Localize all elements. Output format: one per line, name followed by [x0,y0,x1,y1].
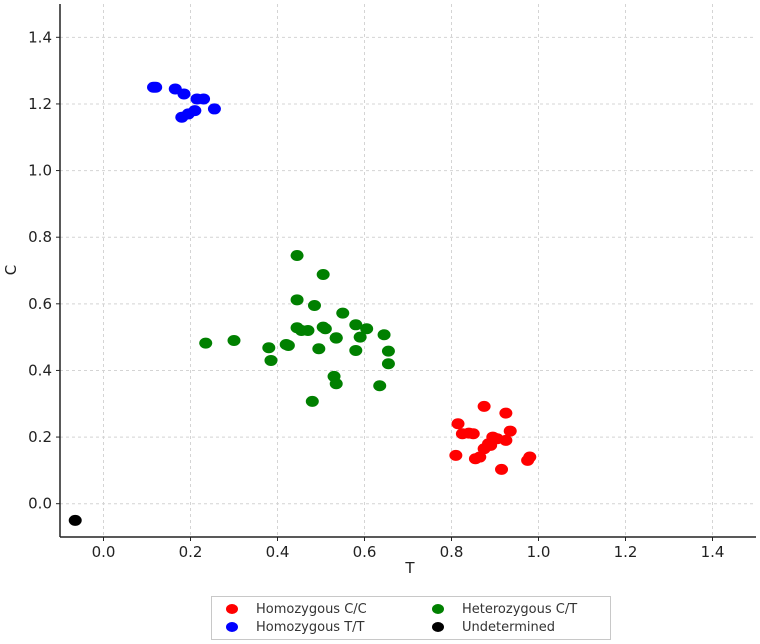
data-point-heterozygous-c-t [264,354,278,366]
legend-marker-icon [226,622,238,632]
tick-labels: 0.0 0.2 0.4 0.6 0.8 1.0 1.2 1.4 0.0 0.2 0.4 0.6 0.8 1… [28,28,724,561]
data-point-heterozygous-c-t [353,331,367,343]
y-tick-label: 0.4 [28,361,52,379]
y-tick-label: 0.2 [28,428,52,446]
data-point-homozygous-c-c [499,407,513,419]
data-point-heterozygous-c-t [336,307,350,319]
data-point-homozygous-c-c [499,434,513,446]
data-point-heterozygous-c-t [290,250,304,262]
legend-label: Undetermined [462,619,555,635]
x-tick-label: 1.0 [527,543,551,561]
data-point-homozygous-c-c [495,463,509,475]
data-point-heterozygous-c-t [262,342,276,354]
data-point-heterozygous-c-t [373,380,387,392]
data-point-heterozygous-c-t [307,299,321,311]
grid [60,4,756,537]
data-point-homozygous-c-c [503,425,517,437]
data-point-heterozygous-c-t [281,339,295,351]
legend-item-homozygous-cc: Homozygous C/C [226,600,367,618]
data-point-heterozygous-c-t [227,334,241,346]
x-tick-label: 1.2 [614,543,638,561]
y-tick-label: 0.6 [28,295,52,313]
legend-label: Heterozygous C/T [462,601,578,617]
data-point-homozygous-c-c [449,449,463,461]
legend-label: Homozygous C/C [256,601,367,617]
y-axis-label: C [2,265,20,275]
data-point-heterozygous-c-t [312,343,326,355]
data-point-heterozygous-c-t [316,268,330,280]
data-point-homozygous-t-t [147,81,161,93]
axes [59,4,756,538]
y-tick-label: 1.2 [28,95,52,113]
data-point-heterozygous-c-t [301,324,315,336]
data-point-heterozygous-c-t [381,345,395,357]
data-point-homozygous-c-c [477,400,491,412]
legend-item-undetermined: Undetermined [432,618,555,636]
data-point-heterozygous-c-t [360,323,374,335]
y-tick-label: 1.0 [28,162,52,180]
data-points [68,81,537,526]
x-tick-label: 0.6 [353,543,377,561]
data-point-heterozygous-c-t [349,344,363,356]
data-point-heterozygous-c-t [318,323,332,335]
x-axis-label: T [404,559,415,577]
legend-label: Homozygous T/T [256,619,365,635]
data-point-homozygous-c-c [451,418,465,430]
legend: Homozygous C/C Heterozygous C/T Homozygo… [211,596,611,640]
legend-item-heterozygous-ct: Heterozygous C/T [432,600,577,618]
x-tick-label: 0.0 [92,543,116,561]
data-point-homozygous-t-t [177,88,191,100]
x-tick-label: 1.4 [701,543,725,561]
data-point-homozygous-c-c [521,454,535,466]
data-point-heterozygous-c-t [329,378,343,390]
y-tick-label: 1.4 [28,28,52,46]
data-point-heterozygous-c-t [349,319,363,331]
data-point-homozygous-c-c [484,439,498,451]
data-point-homozygous-c-c [462,427,476,439]
data-point-homozygous-c-c [468,453,482,465]
x-tick-label: 0.2 [179,543,203,561]
data-point-undetermined [68,514,82,526]
data-point-homozygous-t-t [175,111,189,123]
data-point-heterozygous-c-t [199,337,213,349]
y-tick-label: 0.0 [28,495,52,513]
data-point-heterozygous-c-t [329,332,343,344]
plot-background [60,4,756,537]
legend-marker-icon [432,622,444,632]
data-point-heterozygous-c-t [377,329,391,341]
y-tick-label: 0.8 [28,228,52,246]
x-tick-label: 0.8 [440,543,464,561]
data-point-homozygous-t-t [207,103,221,115]
data-point-heterozygous-c-t [381,358,395,370]
data-point-homozygous-t-t [197,93,211,105]
data-point-heterozygous-c-t [305,395,319,407]
legend-item-homozygous-tt: Homozygous T/T [226,618,364,636]
legend-marker-icon [226,604,238,614]
x-tick-label: 0.4 [266,543,290,561]
data-point-heterozygous-c-t [290,294,304,306]
legend-marker-icon [432,604,444,614]
